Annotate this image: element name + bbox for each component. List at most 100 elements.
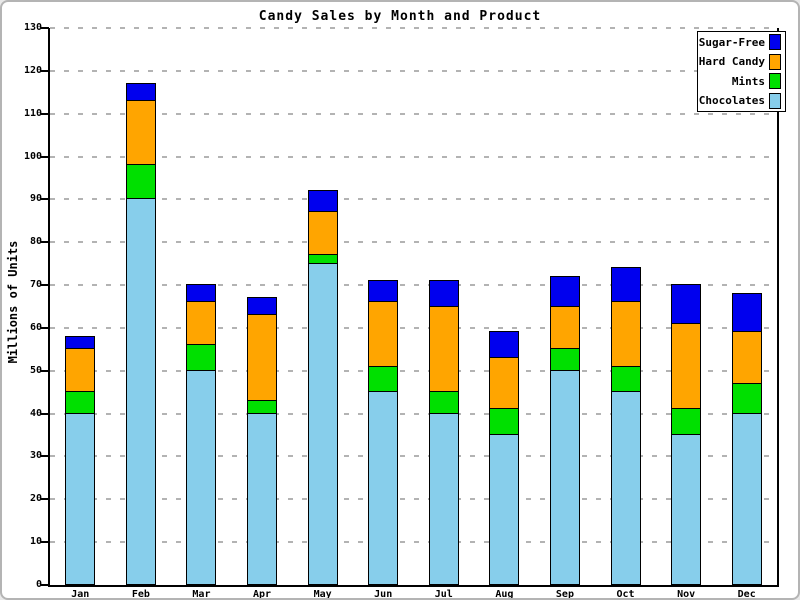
legend-row: Sugar-Free xyxy=(698,33,785,51)
y-tick-mark xyxy=(41,369,49,372)
legend-box: Sugar-Free Hard Candy Mints Chocolates xyxy=(697,31,786,112)
right-frame-line xyxy=(777,28,779,585)
bar-segment-Aug-sugar-free xyxy=(489,331,520,358)
bar-segment-Apr-hard-candy xyxy=(247,314,278,401)
bar-segment-Jun-hard-candy xyxy=(368,301,399,367)
legend-row: Chocolates xyxy=(698,92,785,110)
y-tick-mark xyxy=(41,27,49,29)
y-tick-mark xyxy=(41,584,49,586)
gridline xyxy=(50,155,777,158)
y-tick-label: 20 xyxy=(29,493,42,505)
y-tick-label: 80 xyxy=(29,236,42,248)
bar-segment-Oct-mints xyxy=(610,365,641,393)
bar-segment-Oct-chocolates xyxy=(610,391,641,585)
gridline xyxy=(50,541,777,544)
bar-Aug xyxy=(489,28,520,585)
y-tick-label: 120 xyxy=(23,64,42,76)
bar-segment-Mar-sugar-free xyxy=(186,284,217,303)
gridline xyxy=(50,455,777,458)
legend-row: Mints xyxy=(698,72,785,90)
chart-title: Candy Sales by Month and Product xyxy=(258,9,542,24)
y-tick-label: 30 xyxy=(29,450,42,462)
bar-segment-Sep-chocolates xyxy=(549,369,580,585)
bar-segment-Sep-mints xyxy=(549,348,580,371)
bar-segment-Jul-chocolates xyxy=(428,412,459,585)
bar-segment-Jan-chocolates xyxy=(65,412,96,585)
x-tick-label: Aug xyxy=(495,589,514,600)
bar-segment-Oct-sugar-free xyxy=(610,266,641,303)
bar-segment-Jan-mints xyxy=(65,391,96,414)
legend-label: Mints xyxy=(731,74,765,88)
bar-segment-Nov-chocolates xyxy=(671,434,702,585)
bar-segment-Feb-mints xyxy=(125,164,156,200)
bar-segment-Apr-mints xyxy=(247,399,278,414)
y-tick-mark xyxy=(41,241,49,244)
x-tick-label: Jan xyxy=(71,589,90,600)
bar-segment-Apr-chocolates xyxy=(247,412,278,585)
x-tick-label: Feb xyxy=(131,589,150,600)
bar-segment-Nov-mints xyxy=(671,408,702,436)
bar-segment-Jan-hard-candy xyxy=(65,348,96,393)
bar-segment-Jul-mints xyxy=(428,391,459,414)
y-tick-mark xyxy=(41,498,49,501)
y-tick-mark xyxy=(41,198,49,201)
gridline xyxy=(50,69,777,72)
y-tick-label: 100 xyxy=(23,150,42,162)
y-tick-mark xyxy=(41,326,49,329)
legend-swatch-icon xyxy=(769,53,781,70)
bar-Jun xyxy=(368,28,399,585)
bar-Nov xyxy=(671,28,702,585)
x-tick-label: Mar xyxy=(192,589,211,600)
legend-swatch-icon xyxy=(769,92,781,109)
x-tick-label: Sep xyxy=(555,589,574,600)
gridline xyxy=(50,284,777,287)
gridline xyxy=(50,112,777,115)
y-tick-label: 90 xyxy=(29,193,42,205)
bar-segment-Aug-hard-candy xyxy=(489,356,520,410)
bar-segment-Jul-sugar-free xyxy=(428,279,459,307)
bar-segment-Feb-sugar-free xyxy=(125,82,156,101)
bar-segment-Jun-chocolates xyxy=(368,391,399,585)
y-tick-label: 60 xyxy=(29,321,42,333)
bar-segment-Nov-sugar-free xyxy=(671,284,702,324)
bar-Jul xyxy=(428,28,459,585)
bar-segment-Jan-sugar-free xyxy=(65,335,96,350)
x-tick-label: May xyxy=(313,589,332,600)
bar-segment-Sep-sugar-free xyxy=(549,275,580,307)
gridline xyxy=(50,412,777,415)
bar-segment-Mar-mints xyxy=(186,344,217,371)
bar-Sep xyxy=(549,28,580,585)
y-tick-label: 70 xyxy=(29,279,42,291)
bar-segment-Jun-mints xyxy=(368,365,399,393)
legend-label: Sugar-Free xyxy=(698,35,765,49)
y-tick-label: 110 xyxy=(23,107,42,119)
bar-segment-Aug-chocolates xyxy=(489,434,520,585)
y-tick-mark xyxy=(41,284,49,287)
bar-segment-Feb-hard-candy xyxy=(125,99,156,166)
y-tick-mark xyxy=(41,155,49,158)
bar-May xyxy=(307,28,338,585)
bar-segment-Nov-hard-candy xyxy=(671,322,702,410)
bar-segment-May-chocolates xyxy=(307,262,338,585)
bar-segment-Aug-mints xyxy=(489,408,520,436)
x-tick-label: Dec xyxy=(737,589,756,600)
legend-swatch-icon xyxy=(769,73,781,90)
legend-swatch-icon xyxy=(769,34,781,51)
y-tick-mark xyxy=(41,412,49,415)
x-tick-label: Oct xyxy=(616,589,635,600)
y-tick-mark xyxy=(41,112,49,115)
bar-segment-Sep-hard-candy xyxy=(549,305,580,350)
x-axis-line xyxy=(48,585,779,587)
bar-Feb xyxy=(125,28,156,585)
gridline xyxy=(50,198,777,201)
y-tick-mark xyxy=(41,69,49,72)
bar-Apr xyxy=(247,28,278,585)
bar-segment-Oct-hard-candy xyxy=(610,301,641,367)
y-tick-label: 50 xyxy=(29,364,42,376)
y-tick-label: 10 xyxy=(29,536,42,548)
bar-segment-May-hard-candy xyxy=(307,211,338,256)
bar-segment-Dec-hard-candy xyxy=(731,331,762,384)
plot-area xyxy=(50,27,777,585)
legend-label: Hard Candy xyxy=(698,55,765,69)
gridline xyxy=(50,498,777,501)
